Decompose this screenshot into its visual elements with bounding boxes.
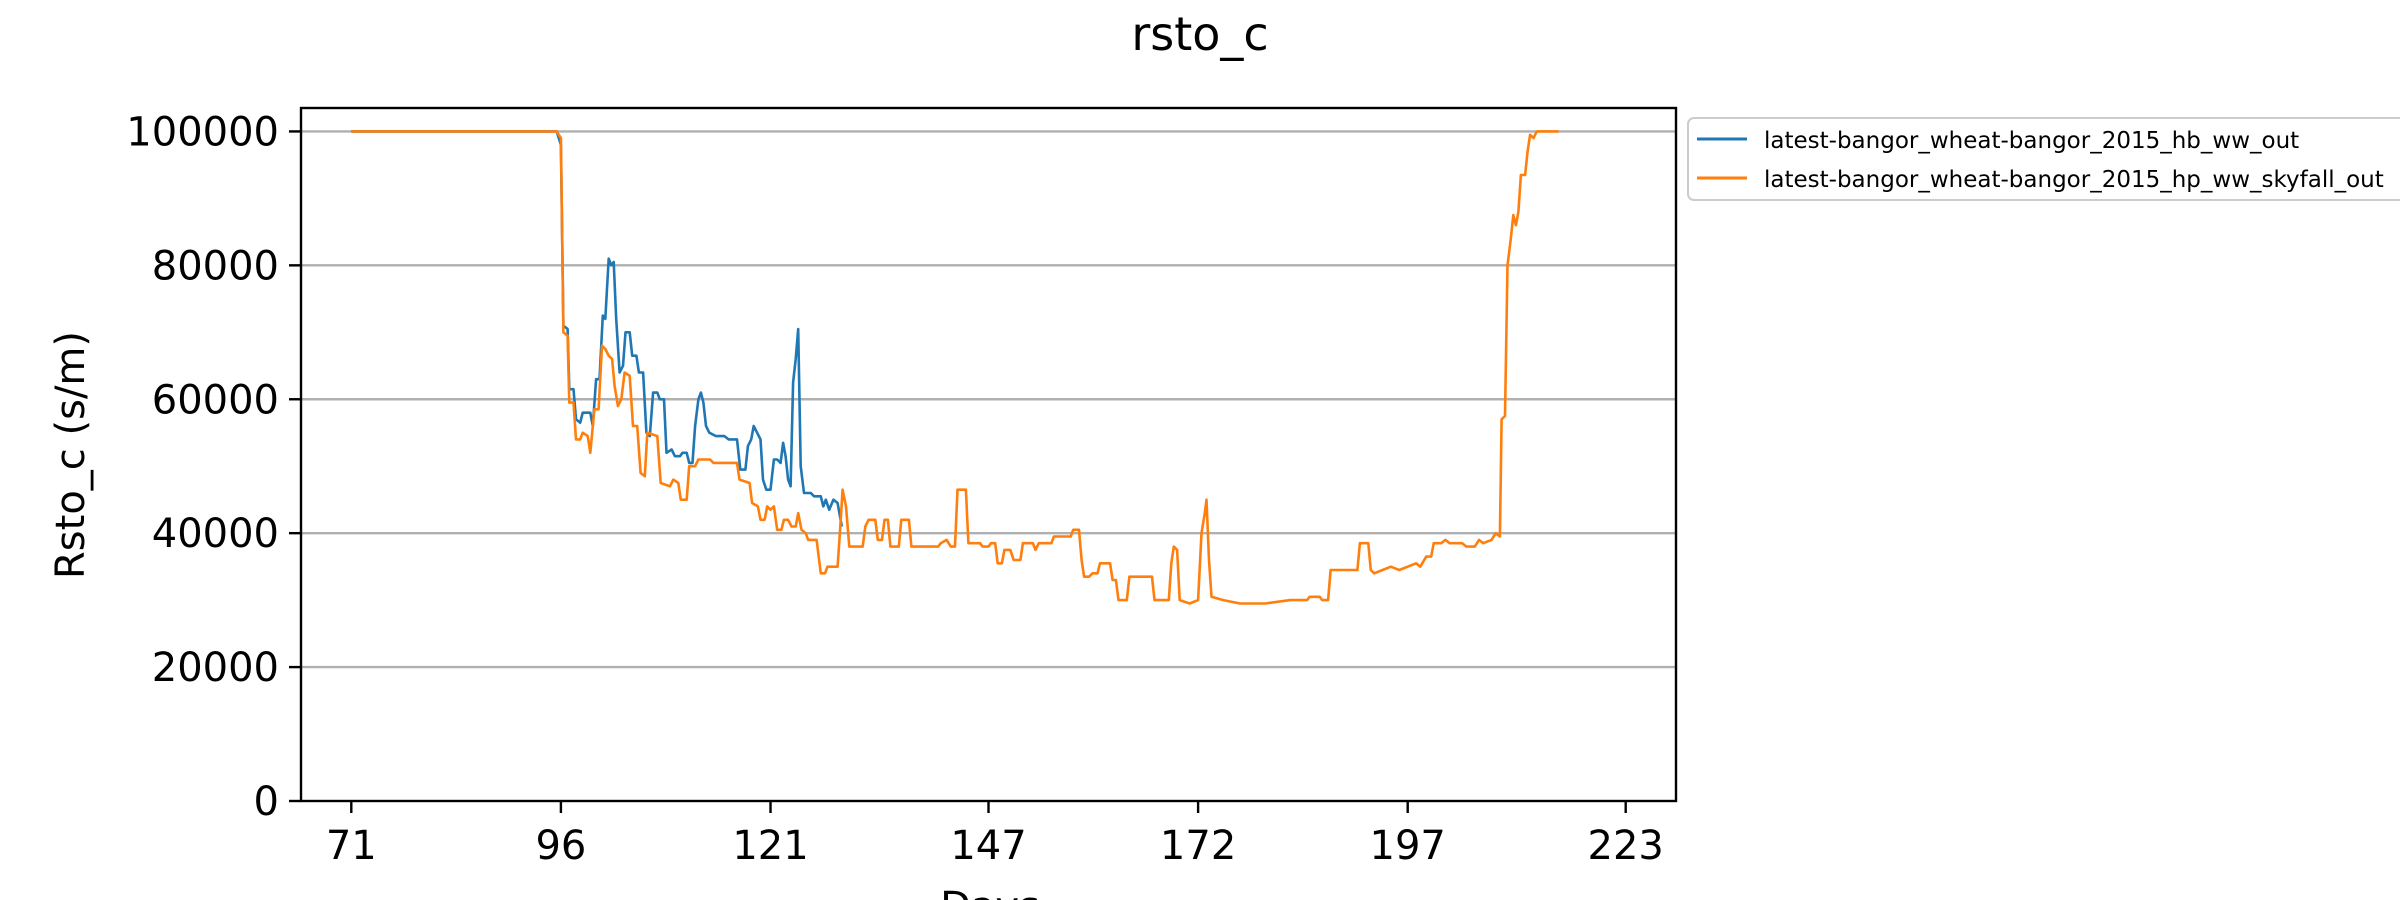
y-tick-label-2: 40000 bbox=[152, 511, 279, 557]
chart-title: rsto_c bbox=[1131, 7, 1268, 61]
legend: latest-bangor_wheat-bangor_2015_hb_ww_ou… bbox=[1687, 117, 2400, 201]
legend-label-hb-ww: latest-bangor_wheat-bangor_2015_hb_ww_ou… bbox=[1764, 128, 2299, 154]
series-lines bbox=[351, 130, 1559, 605]
y-tick-label-5: 100000 bbox=[126, 109, 279, 155]
x-axis-label: Days bbox=[940, 884, 1040, 900]
x-tick-label-6: 223 bbox=[1588, 823, 1664, 869]
legend-label-hp-ww-skyfall: latest-bangor_wheat-bangor_2015_hp_ww_sk… bbox=[1764, 167, 2384, 193]
y-tick-label-1: 20000 bbox=[152, 645, 279, 691]
y-tick-label-4: 80000 bbox=[152, 243, 279, 289]
x-tick-label-4: 172 bbox=[1160, 823, 1236, 869]
y-axis: 0 20000 40000 60000 80000 100000 bbox=[126, 109, 301, 825]
legend-box bbox=[1687, 117, 2400, 201]
x-tick-label-0: 71 bbox=[326, 823, 377, 869]
x-tick-label-3: 147 bbox=[950, 823, 1026, 869]
grid-lines bbox=[301, 130, 1676, 669]
series-line-0 bbox=[351, 130, 844, 527]
x-axis: 71 96 121 147 172 197 223 bbox=[326, 801, 1664, 869]
x-tick-label-5: 197 bbox=[1370, 823, 1446, 869]
x-tick-label-1: 96 bbox=[535, 823, 586, 869]
y-tick-label-0: 0 bbox=[254, 779, 279, 825]
series-line-1 bbox=[351, 130, 1559, 605]
plot-frame bbox=[299, 106, 1678, 803]
x-tick-label-2: 121 bbox=[732, 823, 808, 869]
y-axis-label: Rsto_c (s/m) bbox=[48, 331, 94, 579]
y-tick-label-3: 60000 bbox=[152, 377, 279, 423]
